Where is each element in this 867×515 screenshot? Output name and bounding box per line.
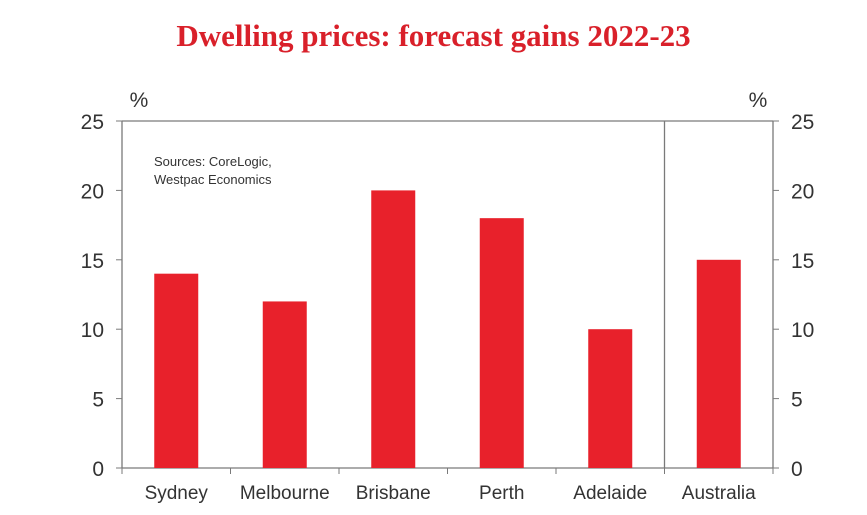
left-y-tick-label: 0 (92, 458, 104, 481)
x-category-label: Perth (479, 483, 524, 504)
left-y-tick-label: 20 (81, 180, 104, 203)
x-category-label: Australia (682, 483, 756, 504)
right-y-tick-label: 20 (791, 180, 814, 203)
right-y-tick-label: 10 (791, 319, 814, 342)
left-y-tick-label: 15 (81, 250, 104, 273)
x-category-label: Melbourne (240, 483, 330, 504)
right-y-tick-label: 25 (791, 111, 814, 134)
x-category-label: Brisbane (356, 483, 431, 504)
bar-melbourne (262, 301, 307, 468)
left-y-axis-label: % (130, 89, 149, 112)
bar-perth (479, 218, 524, 468)
right-y-tick-label: 5 (791, 389, 803, 412)
bar-adelaide (588, 329, 633, 468)
x-category-label: Sydney (145, 483, 209, 504)
sources-annotation: Sources: CoreLogic, (154, 154, 272, 169)
x-category-label: Adelaide (573, 483, 647, 504)
bar-sydney (154, 273, 199, 468)
right-y-tick-label: 15 (791, 250, 814, 273)
chart-title: Dwelling prices: forecast gains 2022-23 (176, 18, 691, 53)
left-y-tick-label: 5 (92, 389, 104, 412)
left-y-tick-label: 10 (81, 319, 104, 342)
left-y-tick-label: 25 (81, 111, 104, 134)
bar-brisbane (371, 190, 416, 468)
right-y-axis-label: % (749, 89, 768, 112)
bar-australia (696, 259, 741, 468)
sources-annotation: Westpac Economics (154, 172, 272, 187)
right-y-tick-label: 0 (791, 458, 803, 481)
